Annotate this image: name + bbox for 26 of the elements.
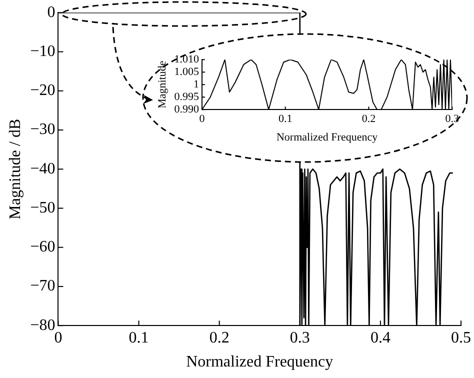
y-tick-label: 1.005 (174, 66, 200, 78)
x-tick-label: 0.2 (362, 113, 376, 126)
y-tick-label: 0 (47, 4, 56, 21)
x-tick-label: 0.1 (278, 113, 292, 126)
y-axis-title: Magnitude (156, 60, 168, 108)
y-tick-label: 0.995 (174, 90, 200, 103)
x-axis-title: Normalized Frequency (276, 131, 378, 144)
x-tick-label: 0.4 (370, 329, 390, 346)
x-tick-label: 0.3 (445, 113, 460, 126)
y-tick-label: −30 (30, 121, 56, 138)
x-tick-label: 0.5 (451, 329, 471, 346)
y-tick-label: −80 (30, 316, 56, 334)
y-tick-label: 1.010 (174, 53, 200, 66)
x-axis-title: Normalized Frequency (186, 354, 334, 371)
y-tick-label: −20 (30, 82, 56, 100)
x-tick-label: 0.1 (128, 329, 149, 346)
y-tick-label: −40 (30, 160, 56, 178)
y-tick-label: −60 (30, 238, 56, 256)
y-tick-label: −70 (30, 278, 56, 295)
y-tick-label: −50 (30, 199, 56, 216)
y-tick-label: 1 (193, 78, 199, 90)
x-tick-label: 0.2 (209, 329, 230, 346)
y-tick-label: −10 (30, 42, 56, 60)
y-axis-title: Magnitude / dB (6, 118, 24, 220)
y-tick-label: 0.990 (174, 103, 200, 116)
x-tick-label: 0.3 (290, 329, 310, 346)
